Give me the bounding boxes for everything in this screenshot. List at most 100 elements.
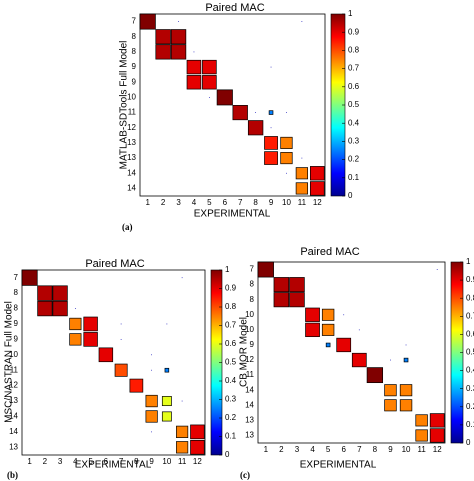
x-tick-label: 5 [326, 445, 331, 454]
y-tick-label: 11 [10, 365, 19, 374]
y-tick-label: 9 [14, 319, 19, 328]
mac-cell [202, 75, 217, 90]
mac-cell [161, 396, 172, 407]
mac-cell [190, 424, 205, 440]
x-tick-label: 2 [279, 445, 284, 454]
y-tick-label: 7 [250, 265, 255, 274]
mac-cell [170, 29, 187, 45]
mac-cell [186, 75, 202, 90]
mac-cell [273, 277, 290, 293]
colorbar-tick-label: 0.9 [466, 275, 474, 284]
x-tick-label: 10 [402, 445, 411, 454]
mac-cell [321, 308, 335, 321]
colorbar-tick-label: 0.7 [466, 311, 474, 320]
y-tick-label: 7 [14, 273, 19, 282]
mac-cell [166, 323, 168, 325]
colorbar-tick-label: 0.1 [225, 432, 237, 441]
mac-cell [325, 342, 331, 348]
y-tick-label: 8 [14, 288, 19, 297]
mac-cell [120, 323, 122, 325]
colorbar-tick-label: 0.5 [466, 348, 474, 357]
mac-cell [202, 59, 217, 75]
y-axis-label: CB MOR Model [239, 317, 250, 387]
y-tick-label: 13 [245, 431, 254, 440]
x-tick-label: 7 [119, 457, 124, 466]
x-tick-label: 8 [373, 445, 378, 454]
mac-cell [403, 357, 409, 363]
x-tick-label: 9 [269, 198, 274, 207]
mac-cell [310, 166, 325, 181]
colorbar-tick-label: 0.8 [466, 293, 474, 302]
mac-cell [186, 59, 202, 75]
mac-cell [351, 352, 367, 368]
y-tick-label: 13 [127, 138, 136, 147]
x-tick-label: 6 [223, 198, 228, 207]
colorbar-tick-label: 0.2 [348, 155, 360, 164]
y-tick-label: 10 [245, 325, 254, 334]
x-axis-label: EXPERIMENTAL [75, 460, 152, 471]
mac-cell [145, 394, 158, 408]
x-axis-label: EXPERIMENTAL [300, 460, 377, 471]
mac-cell [280, 152, 293, 165]
colorbar-tick-label: 0 [466, 438, 471, 447]
colorbar-tick-label: 0.9 [225, 284, 237, 293]
colorbar-tick-label: 0.3 [225, 395, 237, 404]
mac-cell [399, 399, 413, 412]
mac-cell [301, 21, 303, 22]
mac-cell [286, 112, 287, 113]
mac-cell [161, 411, 172, 422]
x-tick-label: 6 [104, 457, 109, 466]
mac-cell [145, 410, 158, 423]
mac-cell [310, 181, 325, 196]
mac-cell [399, 384, 413, 397]
y-tick-label: 14 [245, 385, 254, 394]
colorbar-tick-label: 0 [348, 191, 353, 200]
mac-cell [295, 167, 309, 180]
y-tick-label: 8 [14, 304, 19, 313]
x-tick-label: 3 [176, 198, 181, 207]
x-tick-label: 9 [388, 445, 393, 454]
mac-cell [273, 292, 290, 308]
mac-cell [289, 277, 305, 293]
y-axis-label: MSC/NASTRAN Full Model [4, 301, 15, 423]
panel-label: (c) [240, 470, 250, 480]
x-tick-label: 7 [238, 198, 243, 207]
colorbar-tick-label: 0.2 [466, 402, 474, 411]
x-tick-label: 2 [161, 198, 166, 207]
colorbar-tick-label: 0.7 [348, 64, 360, 73]
mac-cell [37, 300, 53, 317]
y-tick-label: 9 [132, 62, 137, 71]
y-tick-label: 10 [245, 310, 254, 319]
mac-cell [415, 414, 428, 427]
mac-cell [270, 66, 272, 68]
y-tick-label: 14 [127, 168, 136, 177]
plot-area [21, 269, 206, 456]
colorbar-tick-label: 0.5 [225, 358, 237, 367]
x-tick-label: 4 [192, 198, 197, 207]
y-tick-label: 8 [132, 47, 137, 56]
plot-area [257, 261, 446, 444]
x-tick-label: 10 [282, 198, 291, 207]
y-tick-label: 12 [9, 381, 18, 390]
x-tick-label: 6 [341, 445, 346, 454]
colorbar-tick-label: 0.1 [466, 420, 474, 429]
mac-cell [181, 400, 183, 402]
mac-cell [193, 51, 195, 53]
x-tick-label: 10 [162, 457, 171, 466]
colorbar-tick-label: 0.8 [225, 302, 237, 311]
y-tick-label: 12 [127, 123, 136, 132]
y-tick-label: 10 [127, 93, 136, 102]
x-tick-label: 9 [149, 457, 154, 466]
colorbar-tick-label: 0.3 [348, 137, 360, 146]
x-tick-label: 1 [27, 457, 32, 466]
mac-cell [270, 127, 272, 129]
y-tick-label: 13 [9, 396, 18, 405]
x-tick-label: 4 [310, 445, 315, 454]
mac-cell [83, 332, 98, 347]
x-tick-label: 12 [313, 198, 322, 207]
x-tick-label: 8 [134, 457, 139, 466]
mac-cell [405, 344, 407, 346]
y-tick-label: 14 [245, 400, 254, 409]
x-axis-label: EXPERIMENTAL [194, 209, 271, 220]
mac-cell [257, 261, 274, 278]
